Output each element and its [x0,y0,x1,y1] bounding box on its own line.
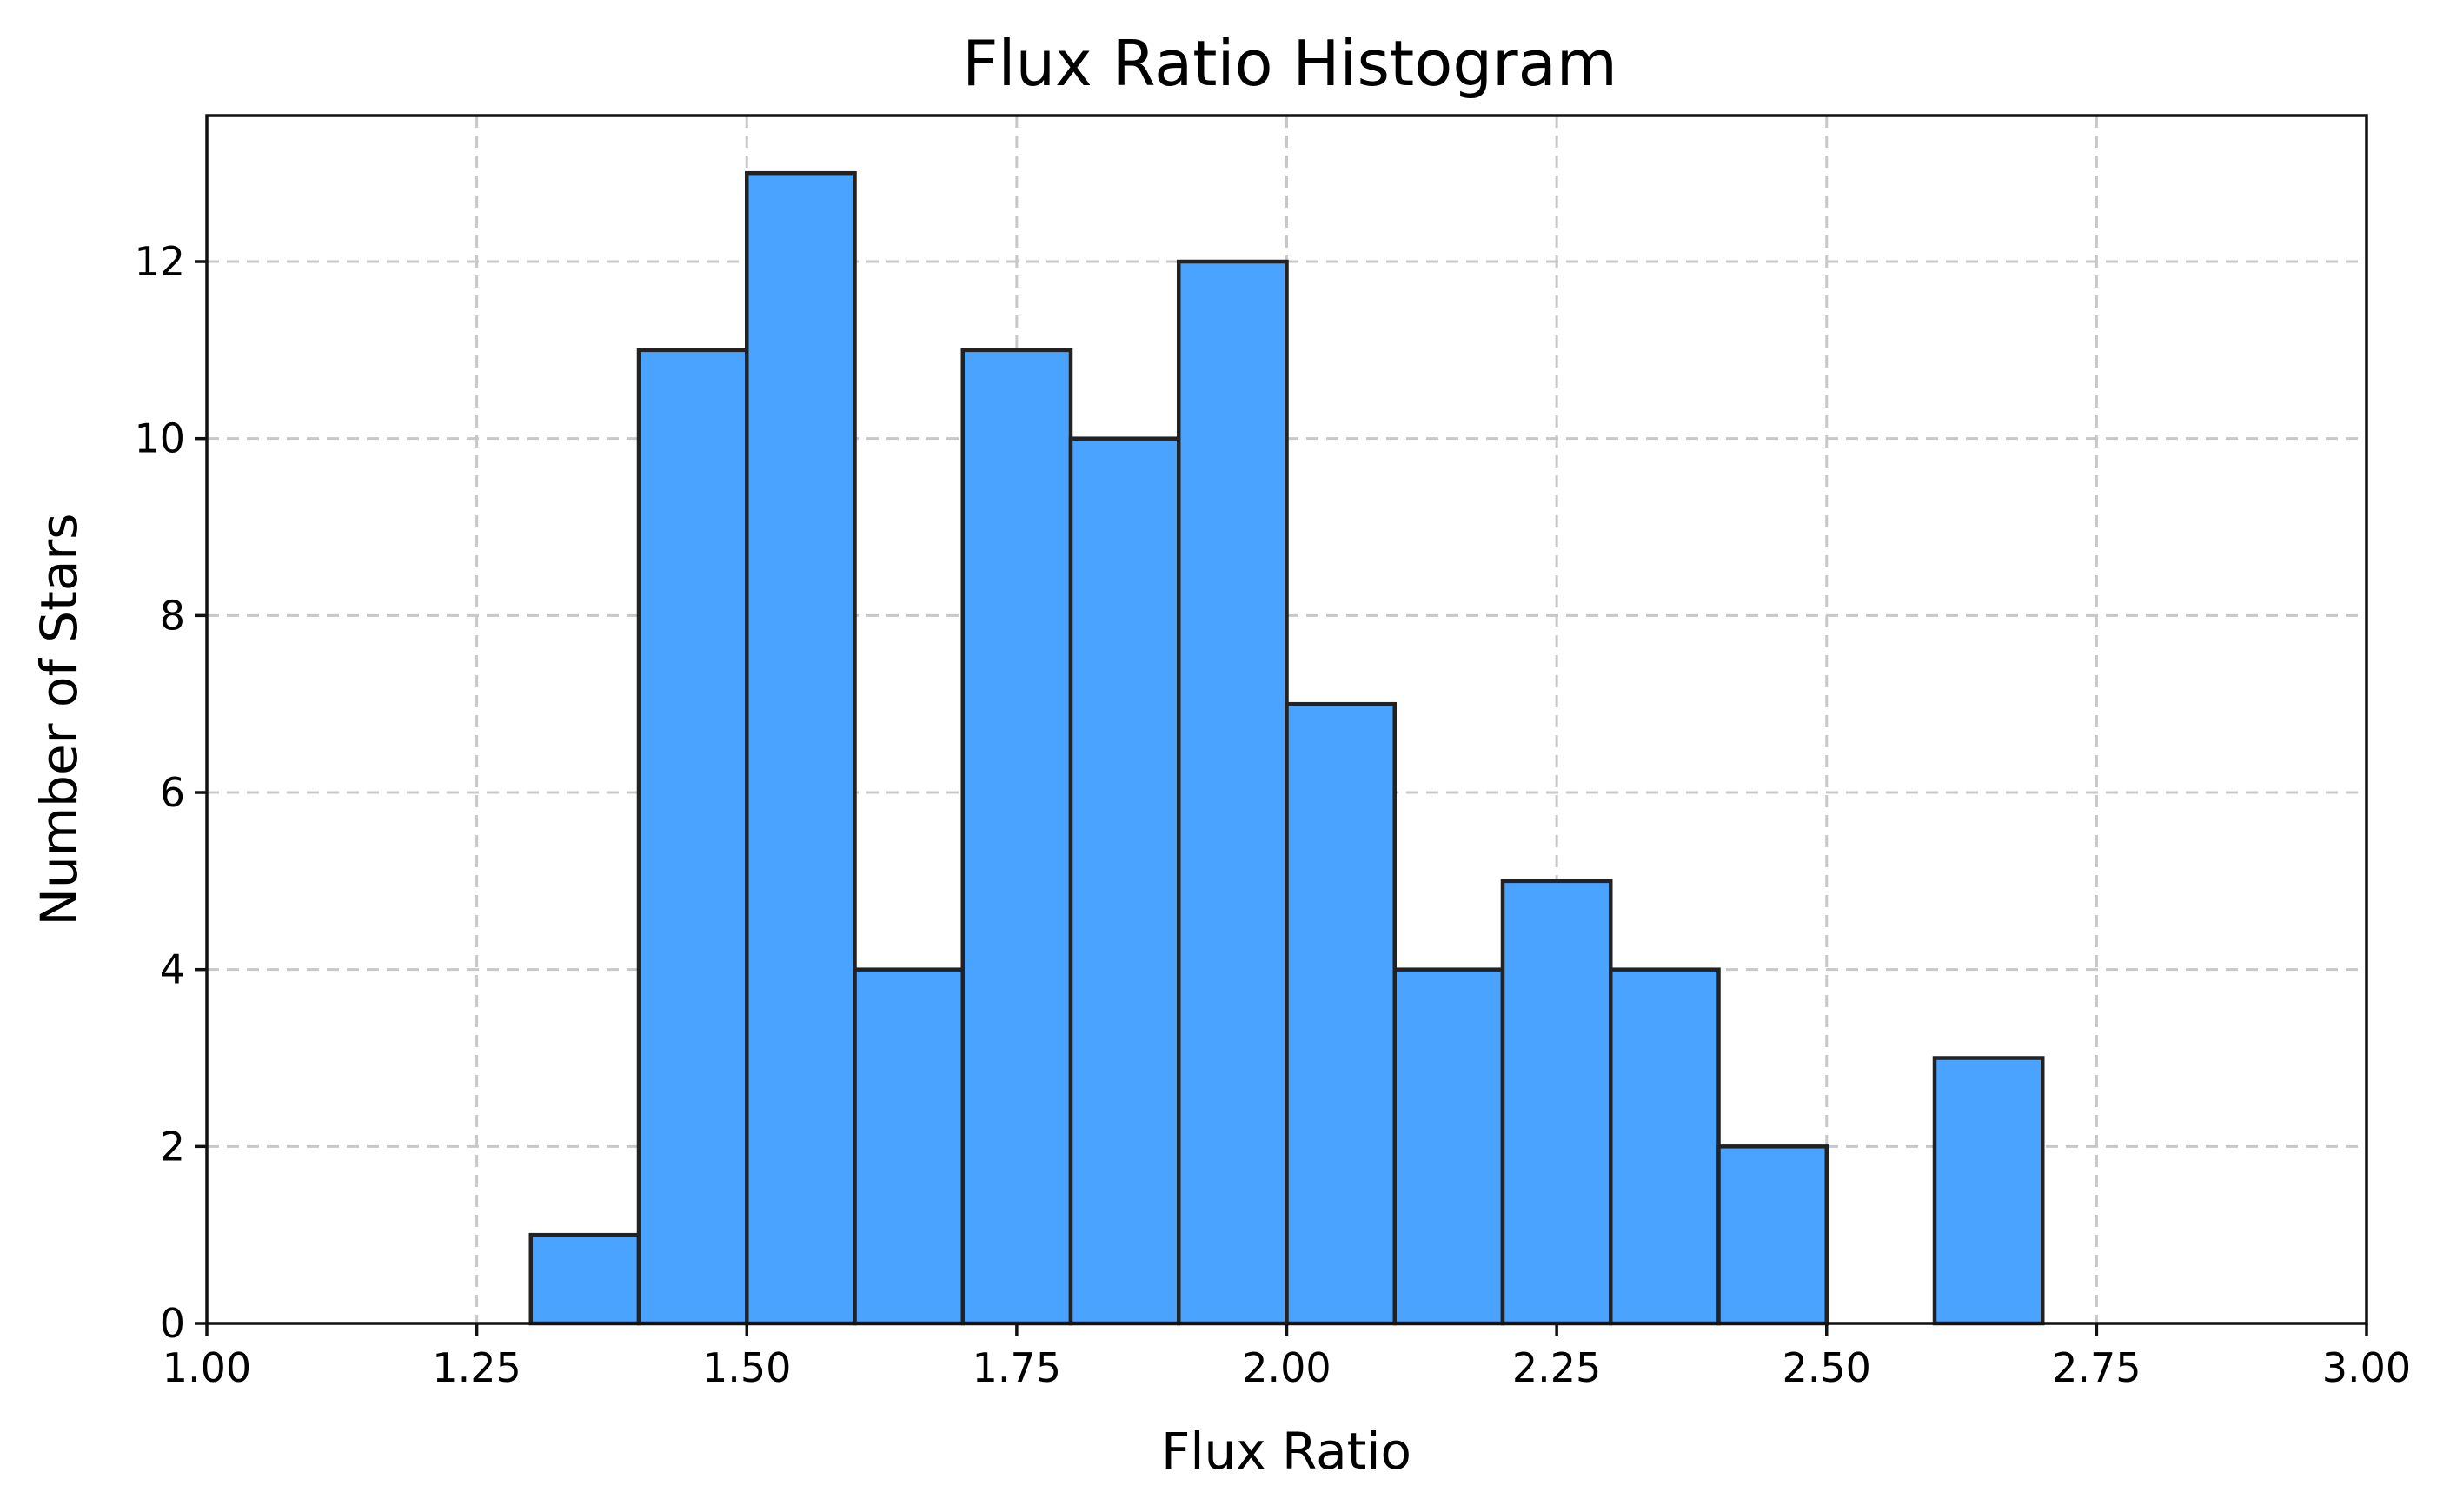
y-tick-label: 0 [160,1300,185,1347]
x-tick-label: 2.00 [1242,1344,1331,1391]
histogram-bar [1285,701,1397,1326]
x-tick-label: 1.25 [432,1344,521,1391]
y-axis-label: Number of Stars [30,514,89,926]
histogram-bar [528,1232,641,1326]
histogram-bar [1609,967,1721,1326]
histogram-bar [1500,879,1613,1326]
x-tick-label: 2.50 [1783,1344,1871,1391]
x-tick-label: 1.75 [973,1344,1061,1391]
histogram-bar [960,348,1073,1326]
y-tick-label: 12 [134,238,185,285]
x-tick-label: 1.00 [163,1344,251,1391]
histogram-bar [1392,967,1505,1326]
y-tick-label: 4 [160,946,185,993]
chart-title: Flux Ratio Histogram [962,27,1617,100]
histogram-bars [528,170,2045,1326]
x-tick-label: 3.00 [2322,1344,2411,1391]
histogram-bar [745,170,857,1326]
x-tick-label: 2.75 [2052,1344,2141,1391]
x-axis-label: Flux Ratio [1161,1422,1411,1481]
histogram-bar [1716,1144,1829,1326]
histogram-bar [1932,1056,2045,1326]
x-axis-ticks: 1.00 1.25 1.50 1.75 2.00 2.25 2.50 2.75 3.00 [163,1323,2411,1391]
y-axis-ticks: 0 2 4 6 8 10 12 [134,238,207,1347]
x-tick-label: 1.50 [702,1344,791,1391]
histogram-bar [853,967,965,1326]
y-tick-label: 6 [160,769,185,816]
y-tick-label: 2 [160,1123,185,1170]
histogram-bar [1068,436,1181,1326]
histogram-bar [1177,259,1289,1326]
y-tick-label: 8 [160,592,185,639]
x-tick-label: 2.25 [1512,1344,1601,1391]
y-tick-label: 10 [134,415,185,462]
histogram-bar [636,348,749,1326]
